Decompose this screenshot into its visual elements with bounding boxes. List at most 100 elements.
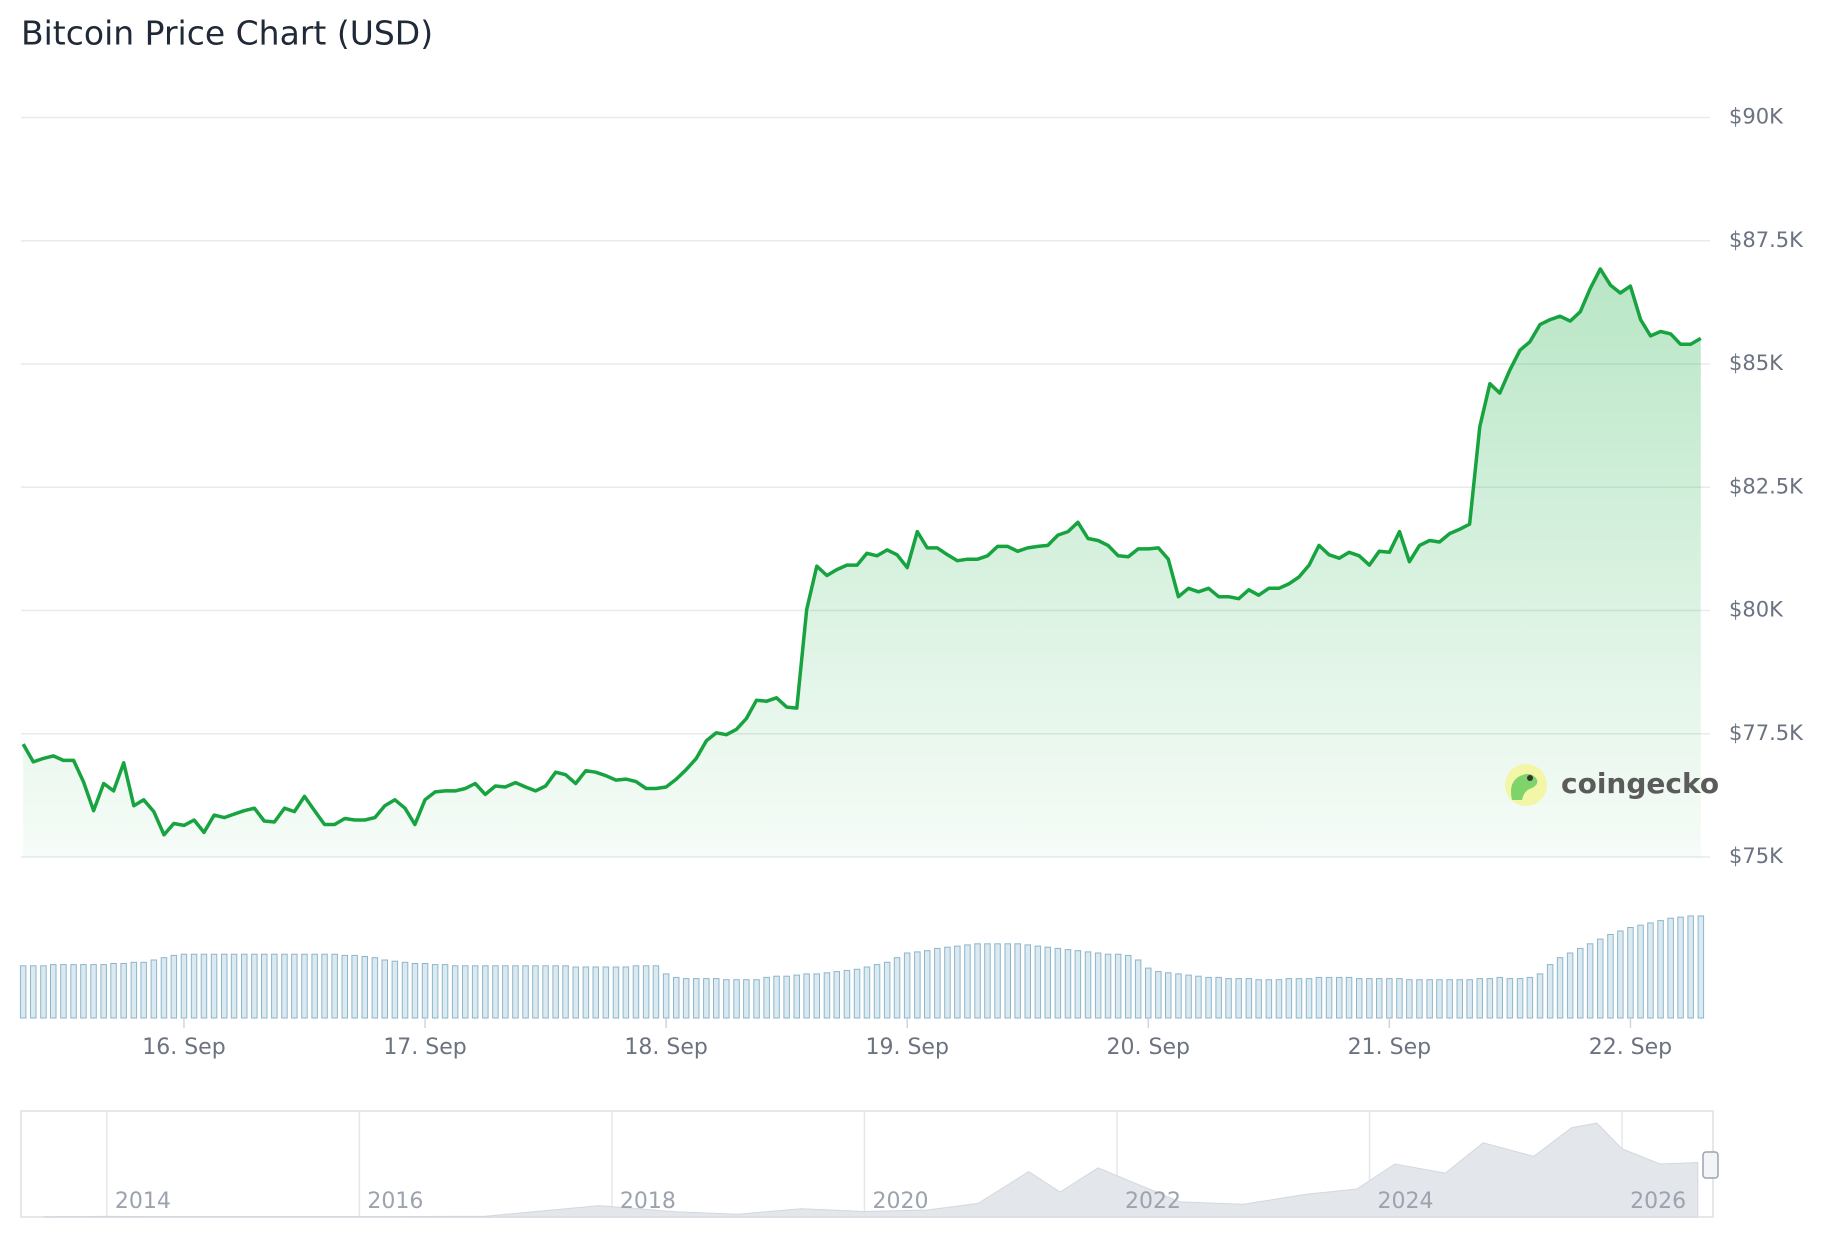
volume-bar — [1094, 952, 1102, 1019]
volume-bar — [1134, 959, 1142, 1019]
volume-bar — [190, 953, 198, 1019]
navigator-tick-label: 2022 — [1125, 1189, 1181, 1214]
volume-bar — [552, 965, 559, 1019]
volume-bar — [582, 966, 590, 1019]
volume-bar — [592, 966, 599, 1019]
volume-bar — [341, 954, 348, 1019]
volume-bar — [391, 960, 399, 1019]
volume-bar — [1627, 927, 1634, 1019]
y-tick-label: $82.5K — [1729, 474, 1804, 498]
volume-bar — [1566, 952, 1574, 1019]
navigator-tick-label: 2016 — [367, 1189, 423, 1214]
volume-bar — [602, 966, 610, 1019]
volume-bar — [1677, 916, 1684, 1019]
volume-bar — [1586, 943, 1594, 1019]
volume-bar — [1325, 976, 1333, 1019]
volume-bar — [1145, 967, 1152, 1019]
volume-bar — [1044, 946, 1051, 1019]
volume-bar — [1647, 922, 1654, 1019]
volume-bar — [1064, 949, 1072, 1019]
volume-bar — [1175, 973, 1182, 1019]
volume-bar — [160, 957, 168, 1019]
volume-bar — [271, 953, 278, 1019]
volume-bar — [1506, 978, 1514, 1019]
navigator-tick-label: 2014 — [115, 1189, 171, 1214]
x-tick-label: 20. Sep — [1107, 1035, 1190, 1060]
volume-bar — [1125, 954, 1132, 1019]
volume-bar — [833, 971, 840, 1019]
volume-bar — [1336, 976, 1343, 1019]
volume-bar — [1697, 915, 1705, 1019]
volume-bar — [210, 953, 218, 1019]
volume-bar — [251, 953, 258, 1019]
volume-bar — [40, 965, 47, 1019]
x-tick-label: 19. Sep — [865, 1035, 948, 1060]
volume-bar — [944, 946, 951, 1019]
volume-bar — [492, 965, 499, 1019]
volume-bar — [1104, 953, 1112, 1019]
volume-bar — [381, 959, 388, 1019]
volume-bar — [1597, 938, 1604, 1019]
volume-bar — [662, 973, 670, 1019]
volume-bar — [371, 957, 379, 1019]
volume-bar — [1275, 979, 1283, 1019]
volume-bar — [1215, 976, 1222, 1019]
volume-bar — [984, 943, 991, 1019]
x-tick-label: 18. Sep — [624, 1035, 707, 1060]
volume-bar — [451, 965, 459, 1019]
volume-bar — [1396, 978, 1403, 1019]
y-tick-label: $75K — [1729, 844, 1784, 868]
volume-bar — [1315, 976, 1323, 1019]
y-tick-label: $85K — [1729, 351, 1784, 375]
y-tick-label: $80K — [1729, 598, 1784, 622]
volume-bar — [1386, 978, 1393, 1019]
volume-bar — [1456, 979, 1463, 1019]
volume-bar — [1546, 964, 1554, 1019]
price-area — [23, 268, 1701, 857]
volume-bar — [542, 965, 549, 1019]
volume-bar — [50, 964, 57, 1019]
volume-bar — [743, 979, 750, 1019]
volume-bar — [863, 966, 871, 1019]
volume-bar — [682, 978, 690, 1019]
volume-bar — [823, 972, 831, 1019]
volume-bar — [150, 959, 158, 1019]
volume-bar — [351, 954, 358, 1019]
navigator-tick-label: 2024 — [1378, 1189, 1434, 1214]
volume-bar — [994, 943, 1001, 1019]
volume-bar — [70, 964, 77, 1019]
volume-bar — [733, 979, 740, 1019]
volume-bar — [1446, 979, 1453, 1019]
volume-bar — [301, 953, 308, 1019]
volume-bar — [1024, 944, 1031, 1019]
volume-bar — [1285, 978, 1293, 1019]
x-tick-label: 21. Sep — [1348, 1035, 1431, 1060]
volume-bar — [291, 953, 298, 1019]
navigator-handle[interactable] — [1702, 1151, 1719, 1179]
volume-bar — [1687, 915, 1694, 1019]
volume-bar — [914, 951, 921, 1019]
volume-bar — [1255, 979, 1262, 1019]
volume-bar — [813, 973, 820, 1019]
volume-bar — [110, 963, 117, 1019]
x-tick-label: 16. Sep — [142, 1035, 225, 1060]
volume-bar — [261, 953, 268, 1019]
volume-bar — [170, 954, 178, 1019]
volume-bar — [1195, 975, 1202, 1019]
volume-bar — [532, 965, 539, 1019]
volume-bar — [1114, 953, 1122, 1019]
volume-bar — [1426, 979, 1433, 1019]
volume-bar — [642, 965, 650, 1019]
volume-bar — [1416, 979, 1423, 1019]
y-tick-label: $90K — [1729, 105, 1784, 129]
volume-bar — [1165, 972, 1172, 1019]
volume-bar — [703, 978, 710, 1019]
volume-bar — [1637, 924, 1644, 1019]
volume-bar — [1074, 950, 1082, 1019]
volume-bar — [90, 964, 97, 1019]
volume-bar — [431, 964, 439, 1019]
volume-bar — [462, 965, 469, 1019]
volume-bar — [1155, 971, 1162, 1019]
volume-bar — [1536, 973, 1544, 1019]
volume-bar — [1185, 974, 1192, 1019]
